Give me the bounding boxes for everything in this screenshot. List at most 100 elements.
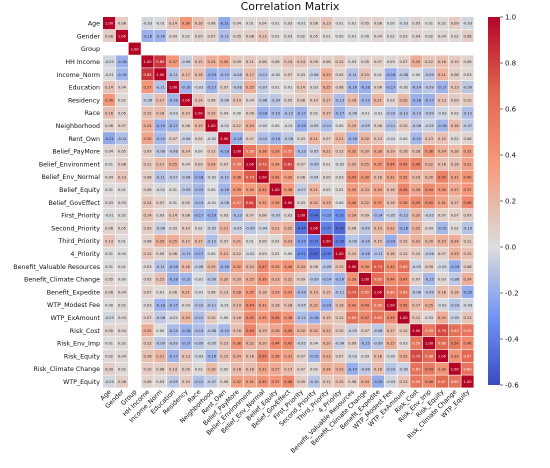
- heatmap-cell: [103, 132, 116, 145]
- heatmap-cell: [282, 349, 295, 362]
- heatmap-cell: [205, 170, 218, 183]
- heatmap-cell: [448, 285, 461, 298]
- cell-value-label: 0.01: [246, 239, 254, 243]
- cell-value-label: 0.03: [220, 214, 228, 218]
- heatmap-cell: [333, 196, 346, 209]
- cell-value-label: -0.14: [373, 214, 383, 218]
- cell-value-label: 1.00: [323, 239, 332, 243]
- heatmap-cell: [103, 375, 116, 388]
- cell-value-label: 0.00: [118, 252, 127, 256]
- cell-value-label: 0.11: [143, 163, 151, 167]
- cell-value-label: 0.03: [335, 175, 343, 179]
- cell-value-label: 0.28: [412, 188, 421, 192]
- heatmap-cell: [410, 209, 423, 222]
- row-label: Belief_Equity: [59, 187, 100, 194]
- cell-value-label: 0.06: [463, 137, 472, 141]
- heatmap-cell: [320, 221, 333, 234]
- cell-value-label: -0.16: [360, 252, 370, 256]
- heatmap-cell: [461, 375, 474, 388]
- cell-value-label: 0.03: [387, 99, 395, 103]
- cell-value-label: 0.21: [438, 73, 446, 77]
- cell-value-label: 0.32: [463, 150, 471, 154]
- heatmap-cell: [359, 170, 372, 183]
- heatmap-cell: [231, 285, 244, 298]
- cell-value-label: 0.13: [259, 35, 267, 39]
- cell-value-label: 0.00: [118, 278, 127, 282]
- cell-value-label: -0.15: [437, 227, 446, 231]
- heatmap-cell: [192, 42, 205, 55]
- heatmap-cell: [282, 106, 295, 119]
- cell-value-label: 0.21: [271, 227, 279, 231]
- heatmap-cell: [256, 221, 269, 234]
- heatmap-cell: [128, 29, 141, 42]
- heatmap-cell: [384, 196, 397, 209]
- cell-value-label: 0.19: [195, 124, 204, 128]
- cell-value-label: 0.32: [233, 380, 241, 384]
- heatmap-cell: [167, 119, 180, 132]
- cell-value-label: 1.00: [284, 201, 293, 205]
- heatmap-cells: 1.00 0.08 -0.03 -0.01 0.14 0.36 0.16 0.06 -0.21 0…: [103, 17, 474, 388]
- heatmap-cell: [256, 68, 269, 81]
- cell-value-label: 0.39: [233, 188, 242, 192]
- heatmap-cell: [205, 337, 218, 350]
- cell-value-label: -0.09: [424, 86, 434, 90]
- heatmap-cell: [384, 106, 397, 119]
- heatmap-cell: [115, 81, 128, 94]
- heatmap-cell: [103, 170, 116, 183]
- cell-value-label: -0.09: [360, 124, 370, 128]
- heatmap-cell: [384, 311, 397, 324]
- heatmap-cell: [167, 234, 180, 247]
- heatmap-cell: [397, 349, 410, 362]
- heatmap-cell: [141, 55, 154, 68]
- heatmap-cell: [384, 55, 397, 68]
- heatmap-cell: [256, 273, 269, 286]
- heatmap-cell: [384, 362, 397, 375]
- cell-value-label: -0.05: [399, 367, 408, 371]
- heatmap-cell: [218, 221, 231, 234]
- cell-value-label: 0.01: [246, 22, 254, 26]
- heatmap-cell: [423, 42, 436, 55]
- cell-value-label: 0.63: [451, 329, 459, 333]
- cell-value-label: -0.08: [156, 316, 166, 320]
- heatmap-cell: [205, 209, 218, 222]
- heatmap-cell: [141, 170, 154, 183]
- heatmap-cell: [141, 157, 154, 170]
- heatmap-cell: [115, 145, 128, 158]
- heatmap-cell: [115, 324, 128, 337]
- cell-value-label: 0.33: [271, 265, 279, 269]
- cell-value-label: -0.12: [258, 137, 267, 141]
- heatmap-cell: [103, 247, 116, 260]
- heatmap-cell: [269, 196, 282, 209]
- colorbar-tick-label: -0.4: [505, 336, 519, 344]
- cell-value-label: 0.03: [284, 214, 292, 218]
- cell-value-label: -0.08: [220, 201, 230, 205]
- heatmap-cell: [435, 106, 448, 119]
- heatmap-cell: [397, 132, 410, 145]
- row-label: Third_Priority: [57, 238, 100, 245]
- cell-value-label: -0.08: [373, 329, 383, 333]
- cell-value-label: 0.09: [361, 214, 370, 218]
- heatmap-cell: [128, 17, 141, 30]
- cell-value-label: 0.25: [361, 163, 369, 167]
- cell-value-label: 0.01: [118, 188, 126, 192]
- cell-value-label: -0.25: [296, 239, 305, 243]
- cell-value-label: 0.11: [246, 60, 254, 64]
- cell-value-label: 0.73: [374, 265, 382, 269]
- cell-value-label: 0.40: [284, 265, 293, 269]
- cell-value-label: 0.05: [156, 252, 164, 256]
- cell-value-label: 0.20: [425, 175, 434, 179]
- heatmap-cell: [128, 106, 141, 119]
- cell-value-label: -0.31: [296, 252, 305, 256]
- cell-value-label: 0.36: [271, 201, 280, 205]
- heatmap-cell: [461, 55, 474, 68]
- heatmap-cell: [359, 260, 372, 273]
- cell-value-label: 0.40: [348, 201, 357, 205]
- cell-value-label: 0.58: [233, 163, 242, 167]
- cell-value-label: -0.08: [284, 137, 294, 141]
- heatmap-cell: [141, 311, 154, 324]
- cell-value-label: 0.08: [143, 175, 152, 179]
- cell-value-label: 0.01: [169, 188, 177, 192]
- cell-value-label: 1.00: [131, 47, 140, 51]
- cell-value-label: 0.07: [143, 316, 151, 320]
- heatmap-cell: [346, 247, 359, 260]
